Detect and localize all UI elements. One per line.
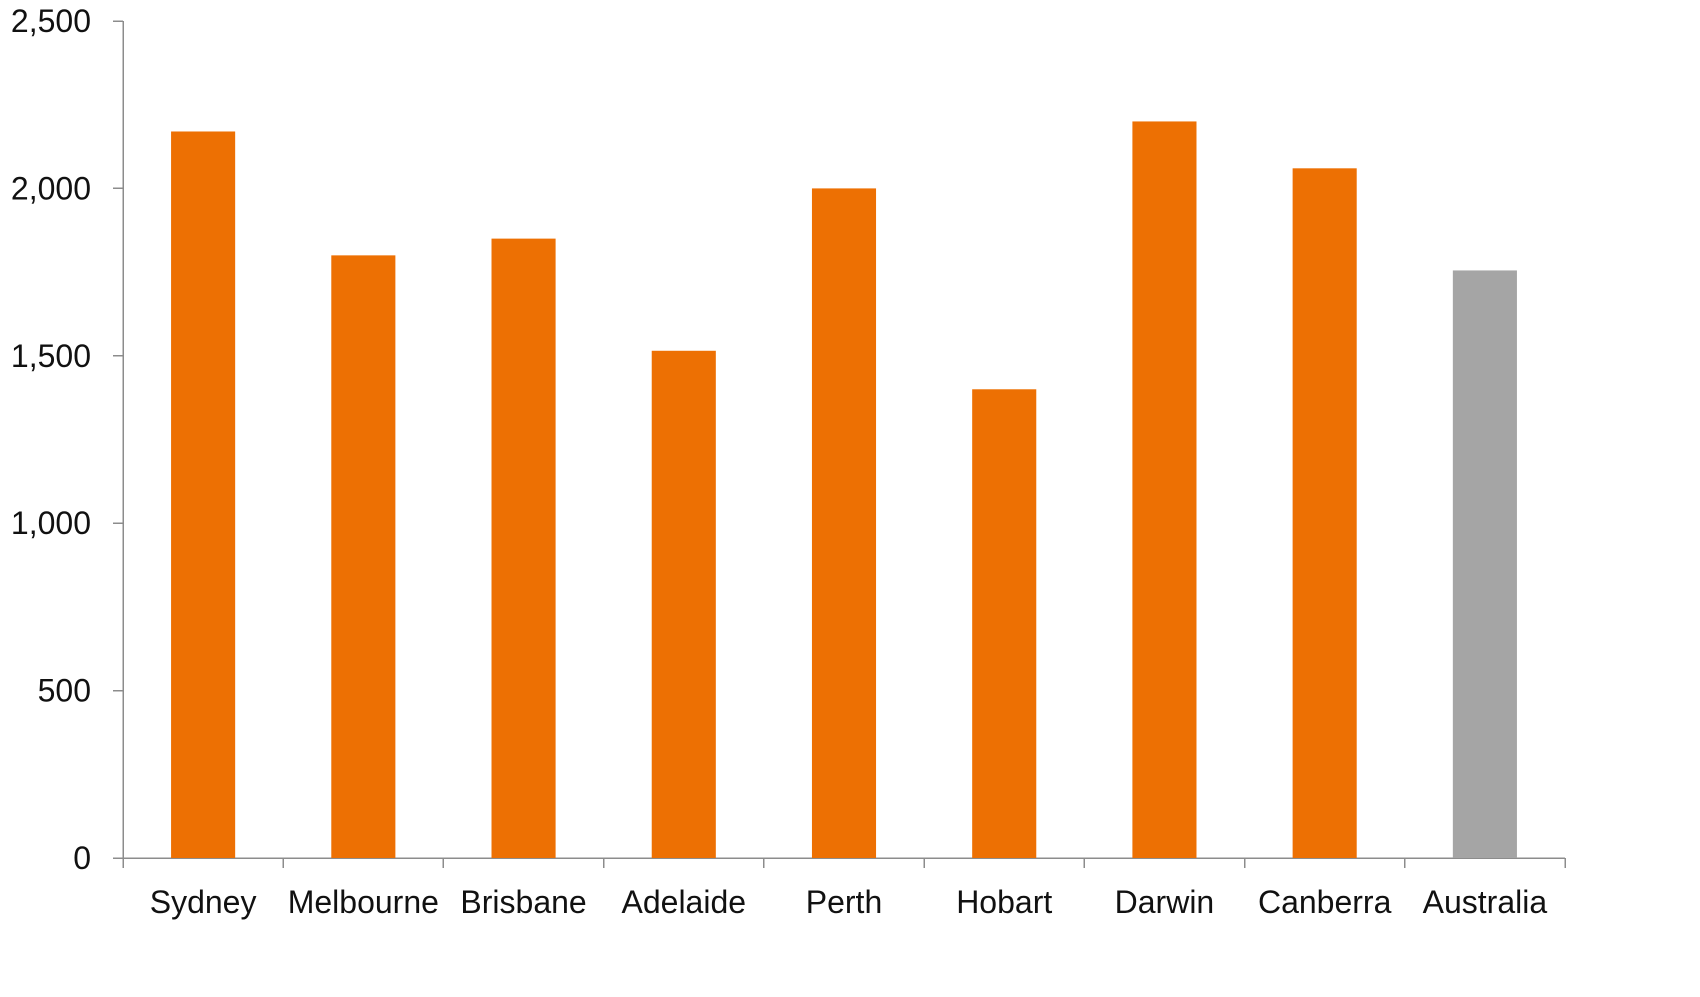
bar-brisbane [491,238,556,858]
bar-adelaide [651,350,716,858]
x-tick-label: Brisbane [460,884,586,920]
y-tick-label: 1,000 [11,505,91,541]
bar-perth [811,188,877,858]
x-tick-label: Melbourne [288,884,439,920]
y-tick-label: 1,500 [11,338,91,374]
x-tick-label: Canberra [1258,884,1392,920]
bar-melbourne [331,255,396,859]
x-axis: Sydney Melbourne Brisbane Adelaide Perth Hoba… [113,857,1566,920]
x-tick-label: Adelaide [622,884,747,920]
y-tick-label: 0 [73,840,91,876]
bar-hobart [972,389,1037,858]
bar-australia [1452,270,1517,858]
x-tick-label: Darwin [1115,884,1215,920]
y-tick-label: 2,500 [11,3,91,39]
bar-sydney [171,131,236,858]
x-tick-label: Sydney [150,884,257,920]
y-axis: 0 500 1,000 1,500 2,000 2,500 [11,3,124,876]
x-tick-label: Perth [806,884,882,920]
bar-darwin [1132,121,1197,858]
y-tick-label: 500 [38,673,91,709]
x-tick-label: Hobart [956,884,1052,920]
bars [171,121,1517,859]
x-tick-label: Australia [1423,884,1548,920]
bar-canberra [1292,168,1357,858]
y-tick-label: 2,000 [11,170,91,206]
